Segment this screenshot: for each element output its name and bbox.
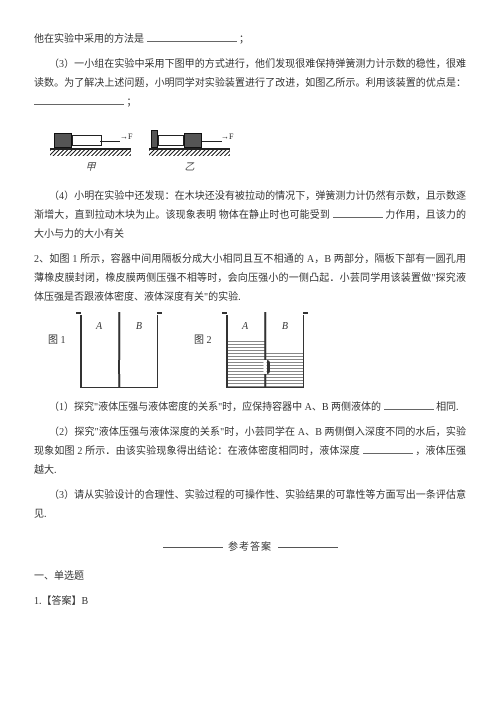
beaker-figures: 图 1 A B 图 2 A B (48, 315, 466, 388)
q3-text: （3）一小组在实验中采用下图甲的方式进行，他们发现很难保持弹簧测力计示数的稳性，… (34, 59, 466, 89)
label-b: B (136, 317, 142, 336)
fill-blank (333, 208, 383, 218)
figure-2-label: 图 2 (194, 331, 220, 388)
device-yi: →F (147, 118, 232, 156)
paragraph-q2-intro: 2、如图 1 所示，容器中间用隔板分成大小相同且互不相通的 A，B 两部分，隔板… (34, 250, 466, 307)
beaker-1: A B (80, 315, 158, 388)
caption-yi: 乙 (147, 158, 232, 177)
text-before: 他在实验中采用的方法是 (34, 34, 144, 45)
caption-jia: 甲 (48, 158, 133, 177)
label-a: A (96, 317, 102, 336)
answers-heading: 参考答案 (228, 538, 272, 557)
text-after: ； (127, 97, 137, 108)
fill-blank (363, 444, 413, 454)
device-captions: 甲 乙 (48, 158, 466, 177)
paragraph-q4: （4）小明在实验中还发现：在木块还没有被拉动的情况下，弹簧测力计仍然有示数，且示… (34, 187, 466, 244)
fill-blank (384, 400, 434, 410)
fill-blank (34, 95, 124, 105)
paragraph-q3: （3）一小组在实验中采用下图甲的方式进行，他们发现很难保持弹簧测力计示数的稳性，… (34, 55, 466, 112)
sub1-text2: 相同. (436, 402, 459, 413)
text-after: ； (239, 34, 249, 45)
paragraph-method: 他在实验中采用的方法是 ； (34, 30, 466, 49)
device-jia: →F (48, 118, 133, 156)
fill-blank (147, 32, 237, 42)
sub1-text1: （1）探究"液体压强与液体密度的关系"时，应保持容器中 A、B 两侧液体的 (49, 402, 381, 413)
label-a: A (242, 317, 248, 336)
paragraph-sub1: （1）探究"液体压强与液体密度的关系"时，应保持容器中 A、B 两侧液体的 相同… (34, 398, 466, 417)
paragraph-sub2: （2）探究"液体压强与液体深度的关系"时，小芸同学在 A、B 两侧倒入深度不同的… (34, 423, 466, 480)
beaker-2: A B (226, 315, 304, 388)
answers-divider: 参考答案 (34, 538, 466, 557)
label-b: B (282, 317, 288, 336)
answer-item-1: 1.【答案】B (34, 592, 466, 611)
figure-1-label: 图 1 (48, 331, 74, 388)
section-label: 一、单选题 (34, 567, 466, 586)
paragraph-sub3: （3）请从实验设计的合理性、实验过程的可操作性、实验结果的可靠性等方面写出一条评… (34, 486, 466, 524)
device-figures: →F →F (48, 118, 466, 156)
